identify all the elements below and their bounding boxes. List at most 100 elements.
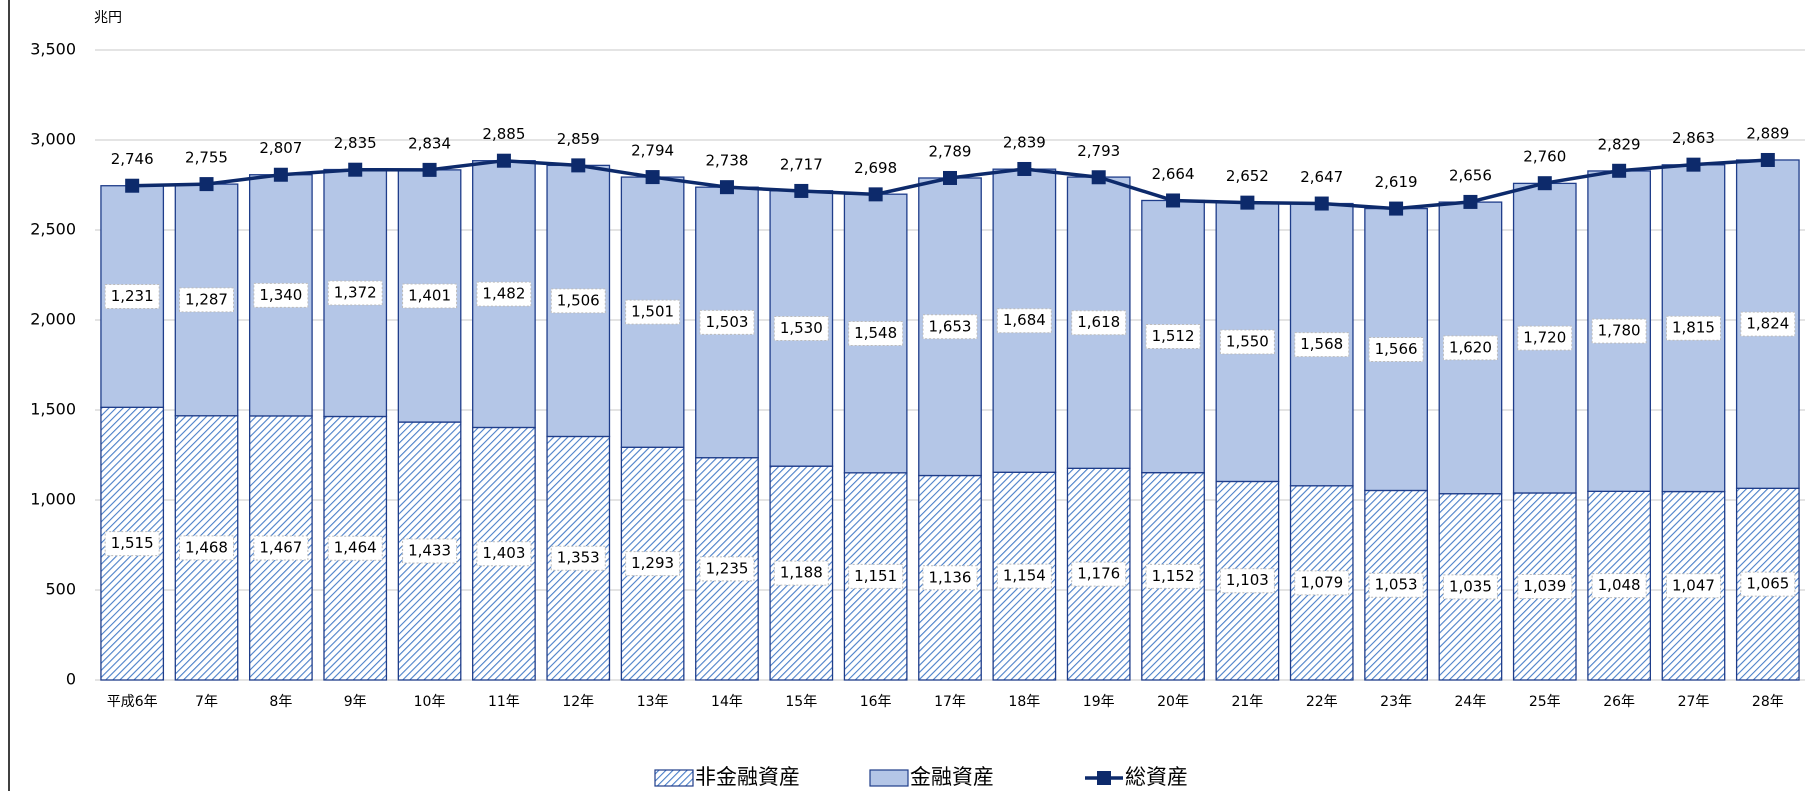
value-label-box <box>996 563 1052 589</box>
value-label: 2,717 <box>780 155 823 173</box>
value-label: 2,698 <box>854 159 897 177</box>
x-tick-label: 平成6年 <box>107 694 158 710</box>
x-tick-label: 27年 <box>1678 694 1710 710</box>
value-label-box <box>104 284 160 310</box>
value-label-box <box>253 535 309 561</box>
value-label: 1,501 <box>631 303 674 321</box>
x-tick-label: 20年 <box>1157 694 1189 710</box>
value-label: 2,834 <box>408 134 451 152</box>
value-label-box <box>1294 570 1350 596</box>
value-label: 1,503 <box>705 313 748 331</box>
value-label-box <box>699 556 755 582</box>
value-label-box <box>179 535 235 561</box>
line-marker <box>422 162 437 177</box>
legend-label: 非金融資産 <box>695 765 800 789</box>
y-tick-label: 3,000 <box>30 130 76 149</box>
value-label: 1,548 <box>854 324 897 342</box>
x-tick-label: 8年 <box>269 694 292 710</box>
value-label-box <box>327 280 383 306</box>
value-label: 1,151 <box>854 567 897 585</box>
line-marker <box>348 162 363 177</box>
line-marker <box>1389 201 1404 216</box>
y-tick-label: 500 <box>45 580 76 599</box>
x-tick-label: 7年 <box>195 694 218 710</box>
value-label: 2,885 <box>482 125 525 143</box>
value-label-box <box>1219 329 1275 355</box>
value-label: 1,815 <box>1672 319 1715 337</box>
y-tick-label: 1,500 <box>30 400 76 419</box>
line-marker <box>496 153 511 168</box>
value-label: 1,176 <box>1077 565 1120 583</box>
value-label-box <box>550 288 606 314</box>
x-tick-label: 24年 <box>1455 694 1487 710</box>
value-label: 1,372 <box>334 284 377 302</box>
value-label-box <box>1591 573 1647 599</box>
value-label-box <box>1740 571 1796 597</box>
value-label: 2,839 <box>1003 133 1046 151</box>
value-label-box <box>922 565 978 591</box>
value-label: 1,053 <box>1375 576 1418 594</box>
legend-label: 金融資産 <box>910 765 994 789</box>
value-label: 2,793 <box>1077 142 1120 160</box>
line-marker <box>1537 176 1552 191</box>
value-label-box <box>1517 325 1573 351</box>
value-label: 1,231 <box>111 287 154 305</box>
line-marker <box>868 187 883 202</box>
value-label: 2,755 <box>185 149 228 167</box>
value-label: 1,618 <box>1077 313 1120 331</box>
value-label: 1,235 <box>705 559 748 577</box>
value-label-box <box>104 531 160 557</box>
value-label-box <box>1368 337 1424 363</box>
value-label: 1,824 <box>1746 315 1789 333</box>
x-tick-label: 26年 <box>1603 694 1635 710</box>
y-tick-label: 2,500 <box>30 220 76 239</box>
value-label: 2,835 <box>334 134 377 152</box>
value-label-box <box>699 309 755 335</box>
value-label: 1,353 <box>557 549 600 567</box>
value-label-box <box>1517 573 1573 599</box>
value-label-box <box>1368 572 1424 598</box>
value-label: 1,506 <box>557 291 600 309</box>
x-tick-label: 25年 <box>1529 694 1561 710</box>
value-label: 1,566 <box>1375 340 1418 358</box>
line-marker <box>1686 157 1701 172</box>
value-label-box <box>1145 324 1201 350</box>
value-label-box <box>1071 310 1127 336</box>
value-label-box <box>476 541 532 567</box>
value-label-box <box>1740 311 1796 337</box>
line-marker <box>273 167 288 182</box>
value-label: 1,550 <box>1226 332 1269 350</box>
value-label: 2,863 <box>1672 129 1715 147</box>
value-label: 1,103 <box>1226 571 1269 589</box>
value-label: 1,079 <box>1300 573 1343 591</box>
value-label-box <box>476 281 532 307</box>
value-label: 2,652 <box>1226 167 1269 185</box>
line-marker <box>1463 194 1478 209</box>
value-label-box <box>1442 574 1498 600</box>
value-label: 1,136 <box>929 568 972 586</box>
x-tick-label: 10年 <box>414 694 446 710</box>
line-marker <box>1612 163 1627 178</box>
value-label-box <box>773 315 829 341</box>
value-label: 2,829 <box>1598 135 1641 153</box>
value-label: 1,403 <box>482 544 525 562</box>
value-label: 1,287 <box>185 290 228 308</box>
y-tick-label: 0 <box>66 670 76 689</box>
x-tick-label: 19年 <box>1083 694 1115 710</box>
line-marker <box>645 170 660 185</box>
value-label: 1,340 <box>259 286 302 304</box>
value-label: 1,467 <box>259 538 302 556</box>
value-label: 2,746 <box>111 150 154 168</box>
value-label: 1,482 <box>482 285 525 303</box>
value-label: 2,656 <box>1449 166 1492 184</box>
x-tick-label: 16年 <box>860 694 892 710</box>
value-label-box <box>550 545 606 571</box>
value-label-box <box>625 551 681 577</box>
value-label-box <box>848 563 904 589</box>
value-label: 2,619 <box>1375 173 1418 191</box>
x-tick-label: 9年 <box>344 694 367 710</box>
line-marker <box>199 177 214 192</box>
y-tick-label: 1,000 <box>30 490 76 509</box>
